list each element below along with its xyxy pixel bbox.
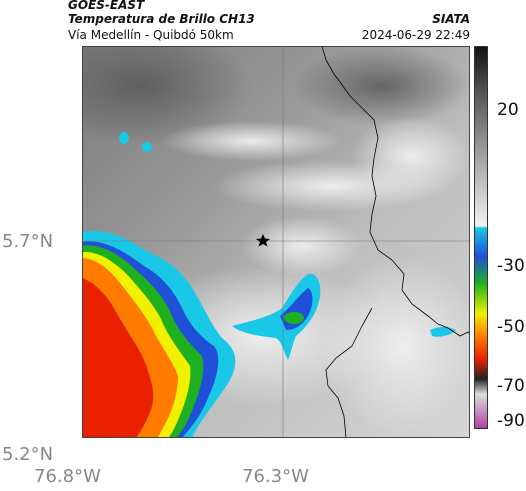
colorbar [474,46,488,429]
colorbar-tick-minus30: -30 [497,256,525,276]
lon-tick-76-3: 76.3°W [242,466,309,487]
admin-border-east [321,46,470,337]
region-label: Vía Medellín - Quibdó 50km [68,28,234,42]
colorbar-tick-minus70: -70 [497,376,525,396]
star-marker-icon [256,234,270,247]
small-cell-2 [142,142,152,152]
lat-tick-5-2: 5.2°N [2,444,54,465]
lat-tick-5-7: 5.7°N [2,231,54,252]
source-label: SIATA [432,12,470,26]
colorbar-tick-minus50: -50 [497,317,525,337]
lon-tick-76-8: 76.8°W [34,466,101,487]
satellite-map [82,46,470,438]
storm-cell-center [232,273,321,360]
admin-border-south [325,307,373,438]
storm-system-west [82,230,236,438]
product-title: Temperatura de Brillo CH13 [68,12,255,26]
datetime-label: 2024-06-29 22:49 [361,28,470,42]
colorbar-tick-minus90: -90 [497,411,525,431]
colorbar-tick-20: 20 [497,100,519,120]
satellite-title: GOES-EAST [68,0,145,12]
small-cell-1 [119,132,129,144]
